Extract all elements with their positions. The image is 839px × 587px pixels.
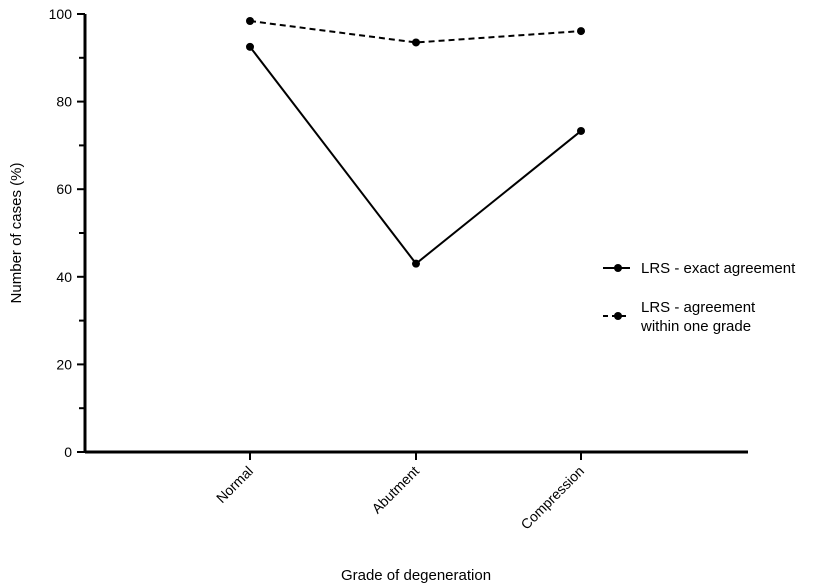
x-ticks: Normal Abutment Compression [213, 452, 587, 532]
legend-label: LRS - exact agreement [641, 260, 796, 277]
axes: 0 20 40 60 80 100 Normal Abutment Compression G… [8, 6, 748, 584]
data-point [246, 17, 254, 26]
y-tick-label: 20 [56, 356, 72, 372]
y-tick-label: 60 [56, 181, 72, 197]
x-tick-label: Normal [213, 463, 256, 506]
x-tick-label: Abutment [368, 463, 422, 517]
legend: LRS - exact agreement LRS - agreement with… [603, 260, 796, 335]
data-point [246, 42, 254, 51]
y-tick-label: 100 [49, 6, 73, 22]
data-point [577, 126, 585, 135]
legend-item-2: LRS - agreement within one grade [603, 299, 756, 335]
legend-label: LRS - agreement [641, 299, 756, 316]
x-tick-label: Compression [517, 463, 587, 533]
series-line [249, 20, 582, 44]
series-layer [246, 17, 585, 268]
data-point [412, 259, 420, 268]
series-line [249, 46, 582, 266]
legend-marker [614, 264, 622, 272]
y-tick-label: 0 [64, 444, 72, 460]
y-tick-label: 40 [56, 269, 72, 285]
legend-label: within one grade [640, 318, 751, 335]
series-2 [246, 17, 585, 47]
data-point [412, 38, 420, 47]
legend-marker [614, 312, 622, 320]
y-axis-title: Number of cases (%) [8, 163, 25, 304]
legend-item-1: LRS - exact agreement [603, 260, 796, 277]
data-point [577, 27, 585, 36]
series-1 [246, 42, 585, 268]
y-tick-label: 80 [56, 94, 72, 110]
x-axis-title: Grade of degeneration [341, 567, 491, 584]
y-ticks: 0 20 40 60 80 100 [49, 6, 85, 460]
